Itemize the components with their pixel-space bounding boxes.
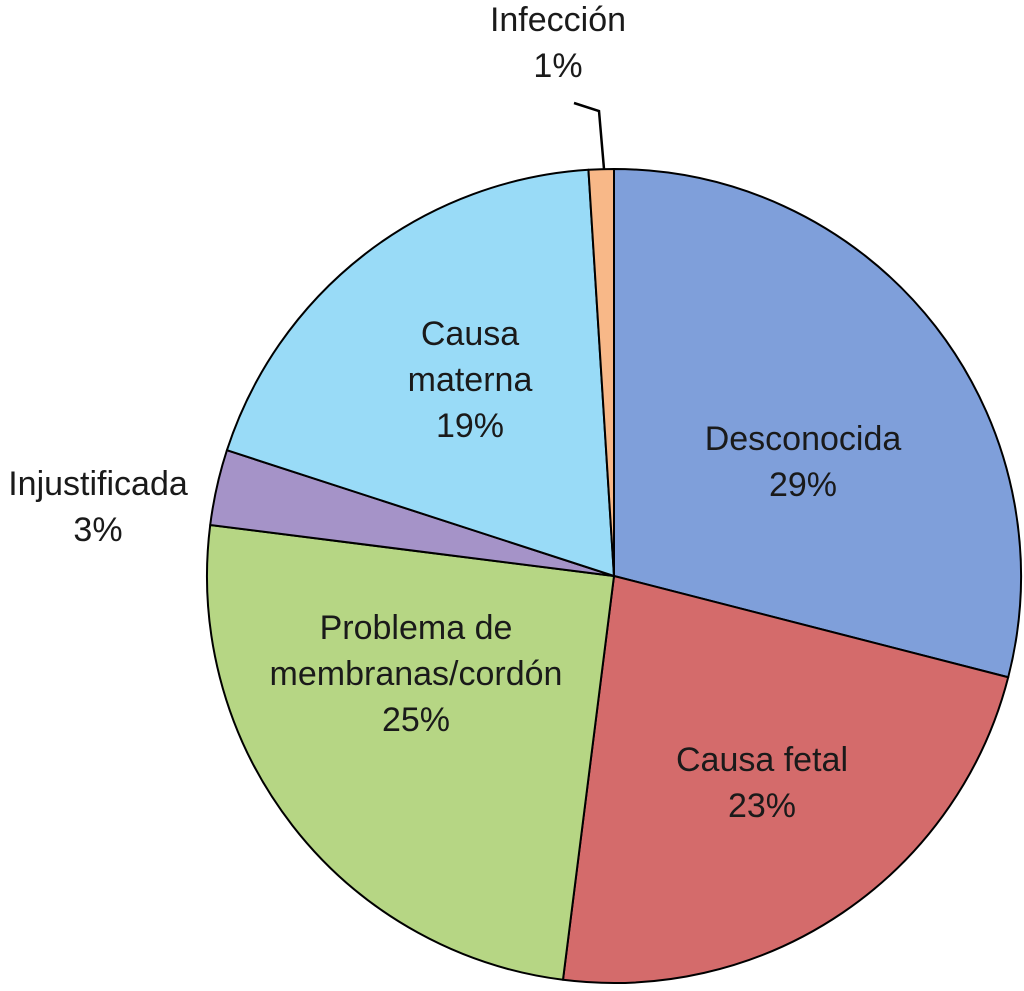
slice-label-desconocida: Desconocida [705,420,902,458]
pie-slice-causa-fetal [561,575,1010,984]
slice-percent-label-causa-materna: 19% [436,407,504,445]
slice-percent-label-causa-fetal: 23% [728,787,796,825]
slice-percent-label-problema-de-membranas-cordon: 25% [382,701,450,739]
slice-label-causa-materna: Causa [421,315,519,353]
slice-label-causa-fetal: Causa fetal [676,741,848,779]
slice-label-causa-materna: materna [408,361,533,399]
slice-percent-label-desconocida: 29% [769,466,837,504]
leader-line-infeccion [573,101,606,170]
pie-slice-problema-de-membranas-cordon [206,523,615,981]
slice-label-problema-de-membranas-cordon: membranas/cordón [270,655,563,693]
pie-slice-desconocida [613,168,1022,679]
labels-layer: Desconocida 29% Causa fetal 23% Problema de m… [8,1,901,825]
pie-slice-infeccion [587,167,615,577]
slice-percent-label-infeccion: 1% [533,47,582,85]
slices-layer [206,167,1022,984]
slice-label-problema-de-membranas-cordon: Problema de [320,609,513,647]
pie-slice-causa-materna [225,168,615,577]
slice-label-infeccion: Infección [490,1,626,39]
slice-percent-label-injustificada: 3% [73,511,122,549]
leader-layer [573,101,606,170]
slice-label-injustificada: Injustificada [8,465,188,503]
